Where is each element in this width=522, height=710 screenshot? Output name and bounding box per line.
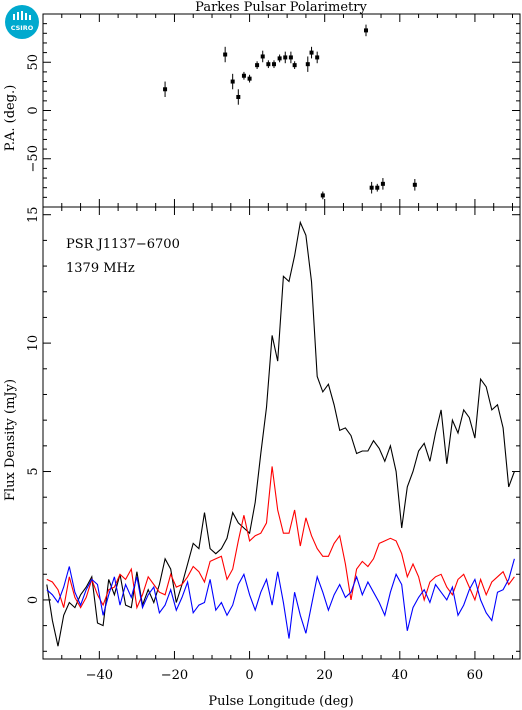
pa-ytick-label: 50	[26, 54, 41, 71]
pa-marker	[266, 62, 271, 67]
pa-point	[320, 191, 325, 200]
profile-ytick-label: 15	[26, 206, 41, 223]
pa-point	[283, 51, 288, 64]
profile-xtick-label: 0	[245, 668, 253, 683]
pa-marker	[305, 62, 310, 67]
pa-marker	[271, 62, 276, 67]
pa-marker	[283, 55, 288, 60]
pa-marker	[163, 87, 168, 92]
pa-marker	[236, 94, 241, 99]
pa-marker	[288, 55, 293, 60]
pa-ytick-label: −50	[26, 145, 41, 172]
profile-xtick-label: −40	[86, 668, 113, 683]
profile-ytick-label: 10	[26, 335, 41, 352]
pa-point	[315, 51, 320, 64]
pa-marker	[230, 79, 235, 84]
pa-marker	[380, 181, 385, 186]
pa-marker	[241, 73, 246, 78]
pa-frame	[42, 13, 521, 208]
pa-point	[277, 54, 282, 63]
total-intensity-line	[46, 220, 515, 647]
pa-point	[236, 89, 241, 105]
pa-marker	[255, 63, 260, 68]
pa-point	[241, 71, 246, 80]
profile-xlabel: Pulse Longitude (deg)	[208, 694, 353, 709]
pa-point	[260, 50, 265, 63]
pa-marker	[277, 56, 282, 61]
pa-point	[163, 81, 168, 97]
pa-marker	[309, 50, 314, 55]
pa-marker	[369, 185, 374, 190]
pa-marker	[412, 182, 417, 187]
pa-point	[247, 74, 252, 83]
pa-point	[292, 61, 297, 70]
logo-text: CSIRO	[11, 24, 34, 32]
profile-xtick-label: 40	[392, 668, 409, 683]
pa-marker	[320, 193, 325, 198]
pa-point	[305, 56, 310, 72]
annotation-freq: 1379 MHz	[66, 261, 135, 276]
pa-marker	[247, 76, 252, 81]
pa-panel: P.A. (deg.) −50 0 50	[3, 13, 521, 208]
pa-point	[271, 60, 276, 69]
pa-point	[412, 179, 417, 191]
pa-point	[266, 60, 271, 69]
annotation-psr: PSR J1137−6700	[66, 237, 180, 252]
profile-xtick-label: 60	[467, 668, 484, 683]
pa-marker	[364, 28, 369, 33]
profile-ytick-label: 5	[26, 467, 41, 475]
pa-point	[230, 73, 235, 90]
pa-ytick-label: 0	[26, 106, 41, 114]
pa-marker	[292, 63, 297, 68]
pa-point	[364, 24, 369, 37]
chart-title: Parkes Pulsar Polarimetry	[195, 0, 367, 15]
profile-ytick-label: 0	[26, 596, 41, 604]
pa-point	[223, 46, 228, 63]
profile-ylabel: Flux Density (mJy)	[3, 379, 18, 501]
pa-marker	[223, 52, 228, 57]
pa-point	[369, 181, 374, 194]
pa-point	[380, 178, 385, 190]
pa-marker	[375, 185, 380, 190]
pa-marker	[260, 54, 265, 59]
pa-marker	[315, 55, 320, 60]
pa-point	[255, 61, 260, 70]
linear-polarization-line	[46, 466, 515, 610]
profile-frame	[42, 206, 521, 660]
pa-ylabel: P.A. (deg.)	[3, 85, 18, 152]
circular-polarization-line	[46, 558, 515, 639]
profile-xtick-label: 20	[316, 668, 333, 683]
profile-panel: Flux Density (mJy) Pulse Longitude (deg)…	[3, 206, 521, 709]
pa-point	[309, 46, 314, 59]
pa-point	[288, 51, 293, 64]
profile-xtick-label: −20	[161, 668, 188, 683]
csiro-logo: CSIRO	[5, 5, 39, 39]
pa-point	[375, 183, 380, 192]
